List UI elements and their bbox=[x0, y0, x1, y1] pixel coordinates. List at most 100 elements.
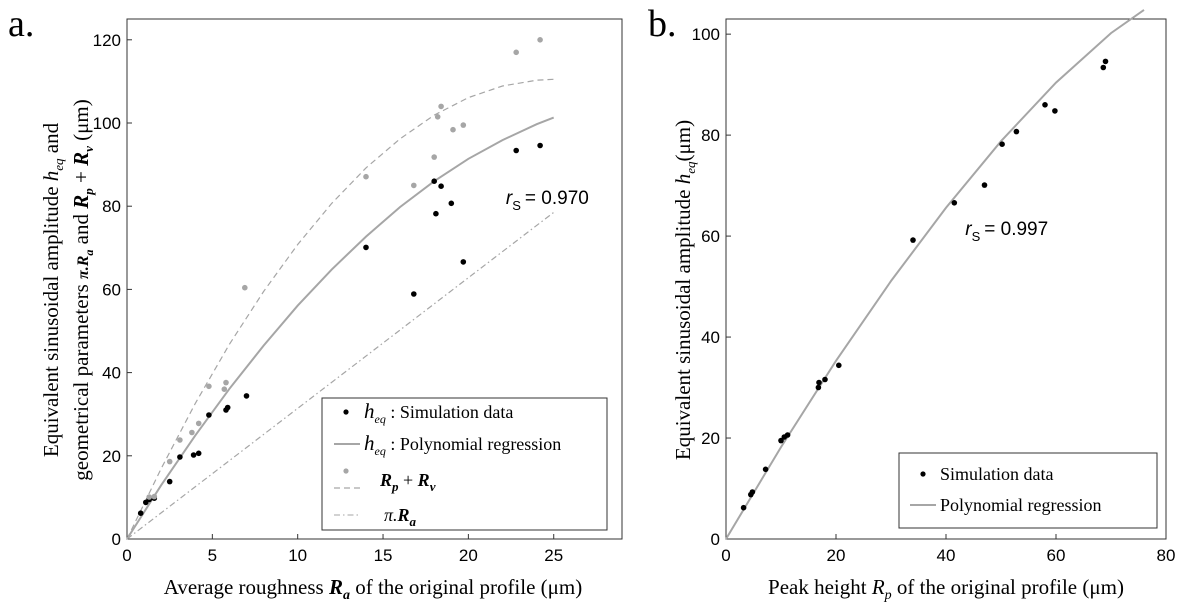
panel-b-legend: Simulation data Polynomial regression bbox=[898, 452, 1158, 529]
legend-a-item-rpv: Rp + Rv bbox=[379, 470, 436, 494]
data-point-a-1-3 bbox=[177, 437, 183, 443]
data-point-a-1-0 bbox=[146, 494, 152, 500]
y-tick-label: 80 bbox=[701, 126, 720, 145]
x-tick-label: 25 bbox=[544, 546, 563, 565]
data-point-a-0-4 bbox=[166, 478, 173, 485]
x-tick-label: 60 bbox=[1047, 546, 1066, 565]
data-point-b-0-7 bbox=[815, 384, 822, 391]
data-point-b-0-13 bbox=[981, 182, 988, 188]
legend-b-item-regression: Polynomial regression bbox=[940, 495, 1101, 515]
x-tick-label: 0 bbox=[721, 546, 730, 565]
panel-a-y-axis-title-line1: Equivalent sinusoidal amplitude heq and bbox=[39, 122, 66, 457]
data-point-a-0-11 bbox=[243, 393, 250, 399]
legend-a-item-simulation: heq : Simulation data bbox=[364, 399, 513, 426]
data-point-b-0-11 bbox=[910, 237, 916, 243]
x-tick-label: 15 bbox=[374, 546, 393, 565]
y-tick-label: 100 bbox=[93, 114, 121, 133]
panel-a-label: a. bbox=[8, 3, 34, 45]
data-point-a-1-9 bbox=[242, 284, 248, 291]
y-tick-label: 40 bbox=[701, 328, 720, 347]
data-point-a-0-15 bbox=[433, 210, 439, 217]
panel-b-lines bbox=[725, 9, 1145, 540]
data-point-a-0-7 bbox=[195, 450, 202, 457]
data-point-a-1-11 bbox=[411, 182, 417, 189]
data-point-a-0-12 bbox=[363, 244, 369, 251]
x-tick-label: 40 bbox=[937, 546, 956, 565]
data-point-a-0-0 bbox=[137, 510, 144, 516]
data-point-b-0-15 bbox=[1013, 128, 1020, 135]
y-tick-label: 80 bbox=[102, 197, 121, 216]
data-point-a-0-18 bbox=[460, 259, 467, 265]
x-tick-label: 10 bbox=[288, 546, 307, 565]
x-tick-label: 20 bbox=[459, 546, 478, 565]
data-point-a-0-13 bbox=[411, 291, 417, 297]
data-point-a-1-2 bbox=[166, 458, 173, 465]
x-tick-label: 20 bbox=[827, 546, 846, 565]
data-point-a-0-17 bbox=[448, 200, 455, 207]
data-point-b-0-8 bbox=[816, 379, 822, 386]
y-tick-label: 60 bbox=[102, 280, 121, 299]
legend-b-dot-black bbox=[920, 471, 926, 477]
data-point-a-0-5 bbox=[177, 454, 183, 460]
data-point-a-1-10 bbox=[363, 173, 369, 180]
data-point-b-0-17 bbox=[1052, 108, 1058, 114]
y-tick-label: 20 bbox=[102, 447, 121, 466]
data-point-a-1-4 bbox=[189, 429, 195, 436]
y-tick-label: 40 bbox=[102, 364, 121, 383]
legend-a-dot-black bbox=[343, 409, 349, 415]
data-point-a-1-13 bbox=[434, 114, 441, 120]
panel-a-chart: a. 0 5 10 15 20 25 0 20 40 60 80 100 120 rS = 0.970 h… bbox=[8, 3, 623, 603]
panel-b-chart: b. 0 20 40 60 80 0 20 40 60 80 100 rS = 0.997 Simul… bbox=[648, 3, 1175, 603]
series-line-a-2 bbox=[126, 116, 555, 540]
data-point-b-0-19 bbox=[1102, 58, 1109, 65]
data-point-b-0-4 bbox=[778, 437, 784, 444]
panel-a-legend: heq : Simulation data heq : Polynomial r… bbox=[321, 397, 608, 531]
panel-b-x-axis-title: Peak height Rp of the original profile (… bbox=[768, 575, 1124, 603]
series-line-b-1 bbox=[725, 9, 1145, 540]
series-line-a-4 bbox=[126, 211, 555, 540]
data-point-a-1-15 bbox=[450, 126, 456, 133]
panel-b-rs-annotation: rS = 0.997 bbox=[965, 219, 1048, 244]
panel-a-legend-box bbox=[321, 397, 608, 531]
data-point-a-0-20 bbox=[537, 142, 543, 149]
data-point-a-1-5 bbox=[195, 420, 202, 427]
data-point-a-0-6 bbox=[190, 452, 197, 458]
data-point-a-1-17 bbox=[513, 49, 519, 56]
data-point-a-1-16 bbox=[460, 122, 467, 128]
data-point-b-0-16 bbox=[1042, 102, 1048, 108]
x-tick-label: 0 bbox=[122, 546, 131, 565]
x-tick-label: 80 bbox=[1157, 546, 1176, 565]
y-tick-label: 0 bbox=[112, 530, 121, 549]
panel-b-legend-box bbox=[898, 452, 1158, 529]
panel-a-x-axis-title: Average roughness Ra of the original pro… bbox=[164, 575, 583, 603]
data-point-b-0-14 bbox=[999, 141, 1005, 147]
y-tick-label: 0 bbox=[711, 530, 720, 549]
data-point-b-0-3 bbox=[762, 466, 769, 473]
data-point-a-1-8 bbox=[223, 379, 229, 386]
panel-b-points bbox=[740, 58, 1109, 511]
panel-b-ticks: 0 20 40 60 80 0 20 40 60 80 100 bbox=[692, 25, 1176, 565]
y-tick-label: 60 bbox=[701, 227, 720, 246]
data-point-b-0-10 bbox=[836, 362, 842, 369]
panel-b-label: b. bbox=[648, 3, 677, 45]
y-tick-label: 100 bbox=[692, 25, 720, 44]
data-point-a-0-14 bbox=[431, 178, 438, 184]
data-point-a-1-6 bbox=[206, 383, 212, 390]
data-point-a-1-14 bbox=[438, 103, 444, 110]
data-point-a-1-7 bbox=[221, 386, 228, 393]
data-point-a-0-10 bbox=[224, 404, 231, 411]
y-tick-label: 120 bbox=[93, 31, 121, 50]
data-point-a-0-8 bbox=[206, 412, 212, 418]
data-point-b-0-12 bbox=[951, 200, 958, 206]
panel-a-lines bbox=[126, 78, 555, 540]
legend-a-item-regression: heq : Polynomial regression bbox=[364, 431, 561, 458]
data-point-b-0-9 bbox=[822, 376, 828, 383]
data-point-a-1-12 bbox=[431, 154, 438, 160]
series-line-a-3 bbox=[126, 78, 554, 540]
data-point-a-1-18 bbox=[537, 37, 543, 43]
data-point-a-0-19 bbox=[513, 147, 519, 154]
data-point-b-0-6 bbox=[784, 432, 791, 438]
legend-b-item-simulation: Simulation data bbox=[940, 464, 1053, 484]
data-point-b-0-0 bbox=[740, 504, 747, 511]
